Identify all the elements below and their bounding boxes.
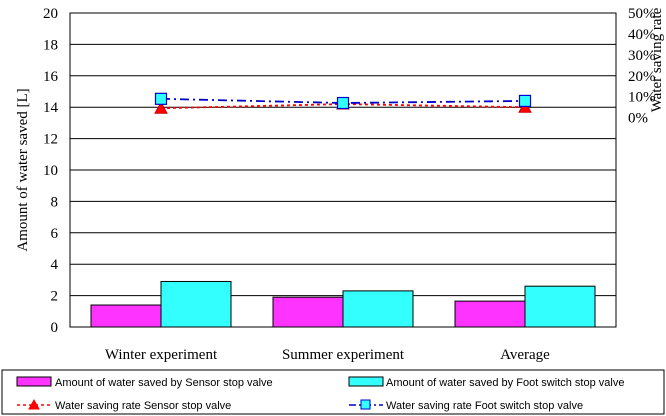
legend-marker-foot-rate xyxy=(360,399,371,410)
left-tick-label: 8 xyxy=(51,194,59,210)
left-tick-label: 2 xyxy=(51,289,59,305)
right-tick-label: 0% xyxy=(628,111,648,127)
legend-marker-sensor-rate xyxy=(28,398,40,410)
category-label: Summer experiment xyxy=(282,347,405,363)
left-tick-label: 16 xyxy=(43,69,59,85)
right-tick-label: 50% xyxy=(628,6,656,22)
grid-lines xyxy=(70,43,616,297)
plot-area-frame xyxy=(69,12,617,328)
left-tick-label: 14 xyxy=(43,100,59,116)
left-tick-label: 0 xyxy=(51,320,59,336)
right-tick-label: 40% xyxy=(628,27,656,43)
line-group xyxy=(154,92,532,114)
legend-label-foot-bar: Amount of water saved by Foot switch sto… xyxy=(386,377,624,389)
right-axis-label: Water saving rate xyxy=(649,7,665,112)
legend-label-foot-rate: Water saving rate Foot switch stop valve xyxy=(386,400,583,412)
marker-foot-switch-rate xyxy=(518,94,532,108)
bar-sensor xyxy=(90,304,162,328)
bar-sensor xyxy=(454,300,526,328)
right-tick-label: 30% xyxy=(628,48,656,64)
left-tick-label: 10 xyxy=(43,163,58,179)
bar-group xyxy=(90,280,596,328)
legend-label-sensor-rate: Water saving rate Sensor stop valve xyxy=(55,400,231,412)
legend-swatch-foot-bar xyxy=(348,376,384,387)
category-label: Average xyxy=(500,347,550,363)
category-labels: Winter experiment Summer experiment Averag… xyxy=(105,347,550,363)
right-axis-ticks: 0% 10% 20% 30% 40% 50% xyxy=(628,6,656,127)
left-axis-ticks: 0 2 4 6 8 10 12 14 16 18 20 xyxy=(43,6,59,336)
marker-foot-switch-rate xyxy=(336,96,350,110)
legend-label-sensor-bar: Amount of water saved by Sensor stop val… xyxy=(55,377,273,389)
legend-swatch-sensor-bar xyxy=(16,376,52,387)
bar-foot-switch xyxy=(342,290,414,328)
marker-foot-switch-rate xyxy=(154,92,168,105)
bar-sensor xyxy=(272,296,344,328)
marker-sensor-rate xyxy=(154,101,168,114)
right-tick-label: 20% xyxy=(628,69,656,85)
legend: Amount of water saved by Sensor stop val… xyxy=(1,369,665,415)
left-tick-label: 12 xyxy=(43,132,58,148)
category-label: Winter experiment xyxy=(105,347,218,363)
left-axis-label: Amount of water saved [L] xyxy=(15,88,31,251)
left-tick-label: 6 xyxy=(51,226,59,242)
left-tick-label: 20 xyxy=(43,6,58,22)
right-tick-label: 10% xyxy=(628,90,656,106)
bar-foot-switch xyxy=(524,285,596,328)
legend-frame xyxy=(1,369,665,415)
bar-foot-switch xyxy=(160,280,232,328)
left-tick-label: 18 xyxy=(43,37,58,53)
left-tick-label: 4 xyxy=(51,257,59,273)
line-foot-switch-rate xyxy=(160,97,526,104)
